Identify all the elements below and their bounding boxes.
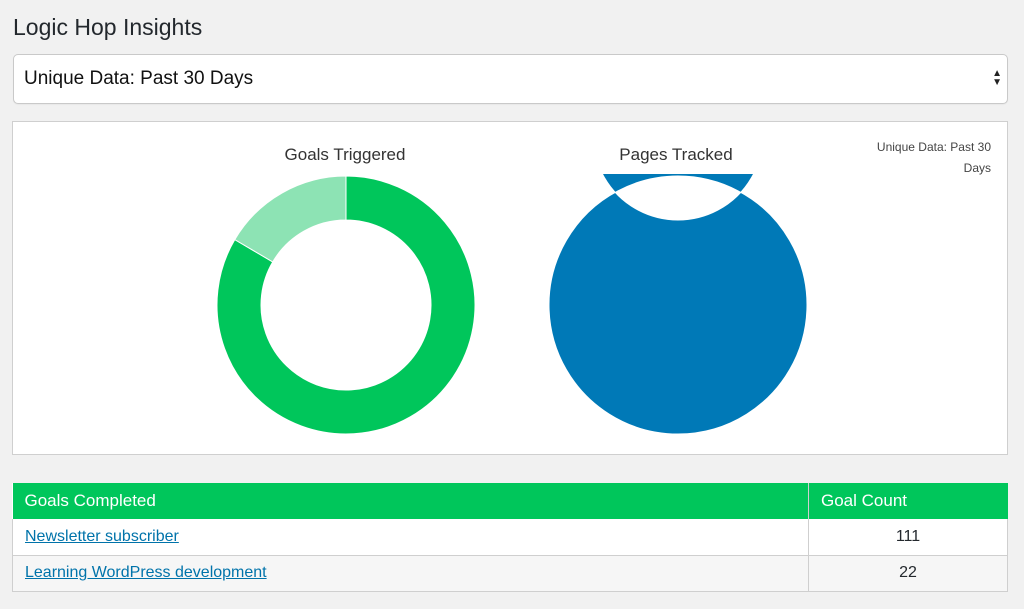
pages-tracked-title: Pages Tracked — [619, 145, 733, 164]
chart-range-label: Unique Data: Past 30 Days — [876, 140, 991, 175]
goal-count-header: Goal Count — [808, 483, 1008, 519]
page-title: Logic Hop Insights — [13, 14, 203, 40]
charts-panel: Goals Triggered Pages Tracked Unique Dat… — [12, 121, 1008, 455]
goal-link[interactable]: Newsletter subscriber — [25, 527, 179, 545]
donut-slice-2 — [234, 175, 347, 263]
date-range-select-value: Unique Data: Past 30 Days — [24, 68, 254, 89]
select-arrows-icon: ▲ ▼ — [992, 68, 1002, 88]
goals-table: Goals Completed Goal Count Newsletter su… — [12, 483, 1008, 592]
goals-triggered-title: Goals Triggered — [284, 145, 406, 164]
goal-count-cell: 22 — [808, 555, 1008, 592]
goal-name-cell: Newsletter subscriber — [12, 519, 809, 556]
pages-tracked-donut — [548, 174, 808, 435]
goals-triggered-donut — [216, 175, 476, 435]
table-row: Newsletter subscriber 111 — [12, 519, 1008, 556]
goal-count-cell: 111 — [808, 519, 1008, 556]
donut-slice-1 — [548, 174, 808, 435]
goals-table-header: Goals Completed Goal Count — [12, 483, 1008, 519]
goal-link[interactable]: Learning WordPress development — [25, 564, 267, 581]
goal-name-cell: Learning WordPress development — [12, 555, 809, 592]
goals-completed-header: Goals Completed — [12, 483, 809, 519]
date-range-select[interactable]: Unique Data: Past 30 Days ▲ ▼ — [13, 54, 1008, 104]
donut-slice-1 — [216, 175, 476, 435]
table-row: Learning WordPress development 22 — [12, 555, 1008, 592]
